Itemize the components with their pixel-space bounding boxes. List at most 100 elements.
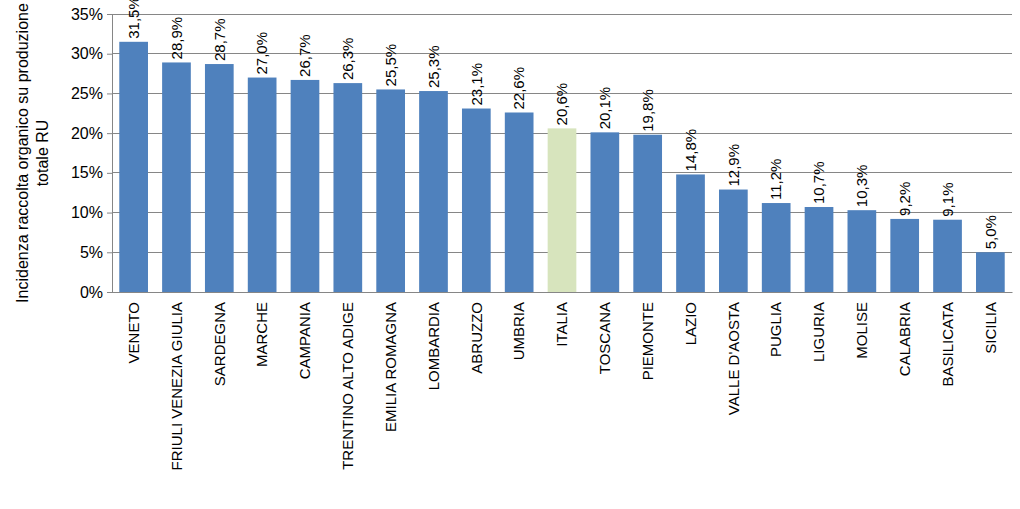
grid-line bbox=[112, 53, 1012, 54]
bar bbox=[976, 252, 1005, 292]
data-label: 25,3% bbox=[425, 45, 442, 88]
bar bbox=[119, 42, 148, 292]
x-tick-label: LIGURIA bbox=[810, 302, 827, 362]
y-tick: 0% bbox=[80, 284, 112, 301]
y-axis-line bbox=[112, 15, 113, 293]
y-tick-label: 20% bbox=[71, 125, 103, 142]
y-axis: 0% 5% 10% 15% 20% 25% 30% 35% bbox=[71, 6, 113, 301]
y-axis-title-line: totale RU bbox=[34, 120, 51, 187]
x-tick-label: EMILIA ROMAGNA bbox=[382, 302, 399, 432]
data-label: 5,0% bbox=[982, 215, 999, 249]
bar bbox=[676, 174, 705, 292]
plot: 0% 5% 10% 15% 20% 25% 30% 35% VENETO FRIULI VENEZ… bbox=[71, 0, 1013, 470]
chart: 0% 5% 10% 15% 20% 25% 30% 35% VENETO FRIULI VENEZ… bbox=[0, 0, 1020, 509]
bar bbox=[205, 64, 234, 292]
x-tick: FRIULI VENEZIA GIULIA bbox=[168, 302, 185, 470]
data-label: 19,8% bbox=[639, 89, 656, 132]
x-tick: VALLE D'AOSTA bbox=[725, 302, 742, 415]
data-label: 25,5% bbox=[382, 44, 399, 87]
y-tick-mark bbox=[107, 292, 112, 293]
x-tick-label: TOSCANA bbox=[596, 302, 613, 374]
bars bbox=[119, 42, 1004, 292]
data-label: 14,8% bbox=[682, 129, 699, 172]
bar bbox=[462, 109, 491, 292]
grid bbox=[112, 14, 1012, 292]
y-tick: 10% bbox=[71, 204, 112, 221]
bar bbox=[162, 62, 191, 292]
data-label: 31,5% bbox=[125, 0, 142, 39]
x-tick: SICILIA bbox=[982, 302, 999, 354]
data-label: 28,9% bbox=[168, 17, 185, 60]
data-label: 22,6% bbox=[510, 67, 527, 110]
x-tick: MARCHE bbox=[253, 302, 270, 367]
x-tick: VENETO bbox=[125, 302, 142, 363]
y-tick-label: 25% bbox=[71, 85, 103, 102]
data-label: 26,3% bbox=[339, 38, 356, 81]
x-tick: LIGURIA bbox=[810, 302, 827, 362]
x-tick-label: LAZIO bbox=[682, 302, 699, 345]
y-tick: 35% bbox=[71, 6, 112, 23]
x-tick: TOSCANA bbox=[596, 302, 613, 374]
data-label: 9,2% bbox=[896, 182, 913, 216]
x-tick: LOMBARDIA bbox=[425, 302, 442, 390]
x-tick: UMBRIA bbox=[510, 302, 527, 360]
x-tick: PIEMONTE bbox=[639, 302, 656, 380]
y-tick: 30% bbox=[71, 45, 112, 62]
x-axis: VENETO FRIULI VENEZIA GIULIA SARDEGNA MARCH… bbox=[113, 293, 1013, 471]
data-label: 27,0% bbox=[253, 32, 270, 75]
y-tick-label: 15% bbox=[71, 164, 103, 181]
data-label: 23,1% bbox=[468, 63, 485, 106]
bar bbox=[762, 203, 791, 292]
x-tick-label: MARCHE bbox=[253, 302, 270, 367]
x-tick-label: CALABRIA bbox=[896, 302, 913, 376]
x-tick: PUGLIA bbox=[767, 302, 784, 357]
y-axis-title-line: Incidenza raccolta organico su produzion… bbox=[14, 3, 31, 303]
x-tick-label: SICILIA bbox=[982, 302, 999, 354]
x-tick: CAMPANIA bbox=[296, 302, 313, 379]
data-label: 26,7% bbox=[296, 34, 313, 77]
x-tick-label: MOLISE bbox=[853, 302, 870, 359]
bar bbox=[248, 78, 277, 292]
y-tick: 5% bbox=[80, 244, 112, 261]
x-axis-line bbox=[113, 292, 1013, 293]
x-tick: TRENTINO ALTO ADIGE bbox=[339, 302, 356, 470]
data-label: 10,7% bbox=[810, 161, 827, 204]
data-label: 9,1% bbox=[939, 183, 956, 217]
bar bbox=[933, 220, 962, 292]
bar bbox=[376, 89, 405, 292]
x-tick-label: ABRUZZO bbox=[468, 302, 485, 374]
y-tick-label: 35% bbox=[71, 6, 103, 23]
data-label: 12,9% bbox=[725, 144, 742, 187]
x-tick-label: TRENTINO ALTO ADIGE bbox=[339, 302, 356, 470]
x-tick: ABRUZZO bbox=[468, 302, 485, 374]
x-tick-label: ITALIA bbox=[553, 302, 570, 347]
x-tick-label: FRIULI VENEZIA GIULIA bbox=[168, 302, 185, 470]
x-tick: MOLISE bbox=[853, 302, 870, 359]
y-tick-mark bbox=[107, 213, 112, 214]
x-tick: CALABRIA bbox=[896, 302, 913, 376]
x-tick: SARDEGNA bbox=[211, 302, 228, 386]
x-tick-label: BASILICATA bbox=[939, 302, 956, 386]
data-label: 20,6% bbox=[553, 83, 570, 126]
bar bbox=[633, 135, 662, 292]
bar bbox=[590, 132, 619, 292]
y-tick-label: 30% bbox=[71, 45, 103, 62]
x-tick-label: LOMBARDIA bbox=[425, 302, 442, 390]
y-tick: 20% bbox=[71, 125, 112, 142]
x-tick: EMILIA ROMAGNA bbox=[382, 302, 399, 432]
x-tick-label: PIEMONTE bbox=[639, 302, 656, 380]
x-tick-label: UMBRIA bbox=[510, 302, 527, 360]
y-axis-title: Incidenza raccolta organico su produzion… bbox=[14, 3, 51, 303]
x-tick: ITALIA bbox=[553, 302, 570, 347]
bar bbox=[291, 80, 320, 292]
data-label: 11,2% bbox=[767, 159, 784, 200]
bar bbox=[505, 112, 534, 292]
y-tick-mark bbox=[107, 133, 112, 134]
y-tick-mark bbox=[107, 252, 112, 253]
y-tick-label: 10% bbox=[71, 204, 103, 221]
bar bbox=[333, 83, 362, 292]
x-tick: LAZIO bbox=[682, 302, 699, 345]
y-tick-mark bbox=[107, 54, 112, 55]
x-tick-label: VENETO bbox=[125, 302, 142, 363]
bar bbox=[805, 207, 834, 292]
